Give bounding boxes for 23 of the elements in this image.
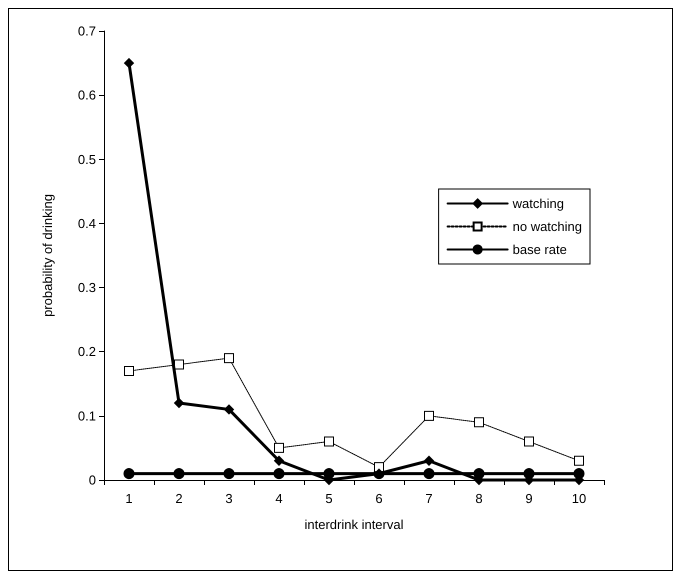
y-tick-label: 0.5 — [78, 152, 96, 167]
y-tick-label: 0.2 — [78, 344, 96, 360]
legend-label: watching — [512, 196, 564, 211]
x-axis-title: interdrink interval — [304, 517, 404, 532]
y-tick-label: 0.1 — [78, 408, 96, 424]
x-tick-label: 5 — [325, 491, 333, 506]
x-tick-label: 6 — [375, 491, 383, 506]
y-tick-label: 0 — [88, 472, 96, 488]
x-tick-label: 4 — [275, 491, 283, 506]
y-axis-title: probability of drinking — [40, 194, 55, 317]
x-tick-label: 3 — [225, 491, 233, 506]
x-tick-label: 9 — [525, 491, 533, 506]
x-tick-label: 10 — [572, 491, 586, 506]
x-tick-label: 2 — [175, 491, 183, 506]
legend-label: base rate — [512, 242, 567, 257]
y-tick-label: 0.7 — [78, 24, 96, 38]
x-tick-label: 7 — [425, 491, 433, 506]
y-tick-label: 0.3 — [78, 280, 96, 296]
x-tick-label: 1 — [125, 491, 133, 506]
x-tick-label: 8 — [475, 491, 483, 506]
y-tick-label: 0.6 — [78, 88, 96, 103]
legend-label: no watching — [512, 219, 582, 234]
y-tick-label: 0.4 — [78, 216, 96, 231]
